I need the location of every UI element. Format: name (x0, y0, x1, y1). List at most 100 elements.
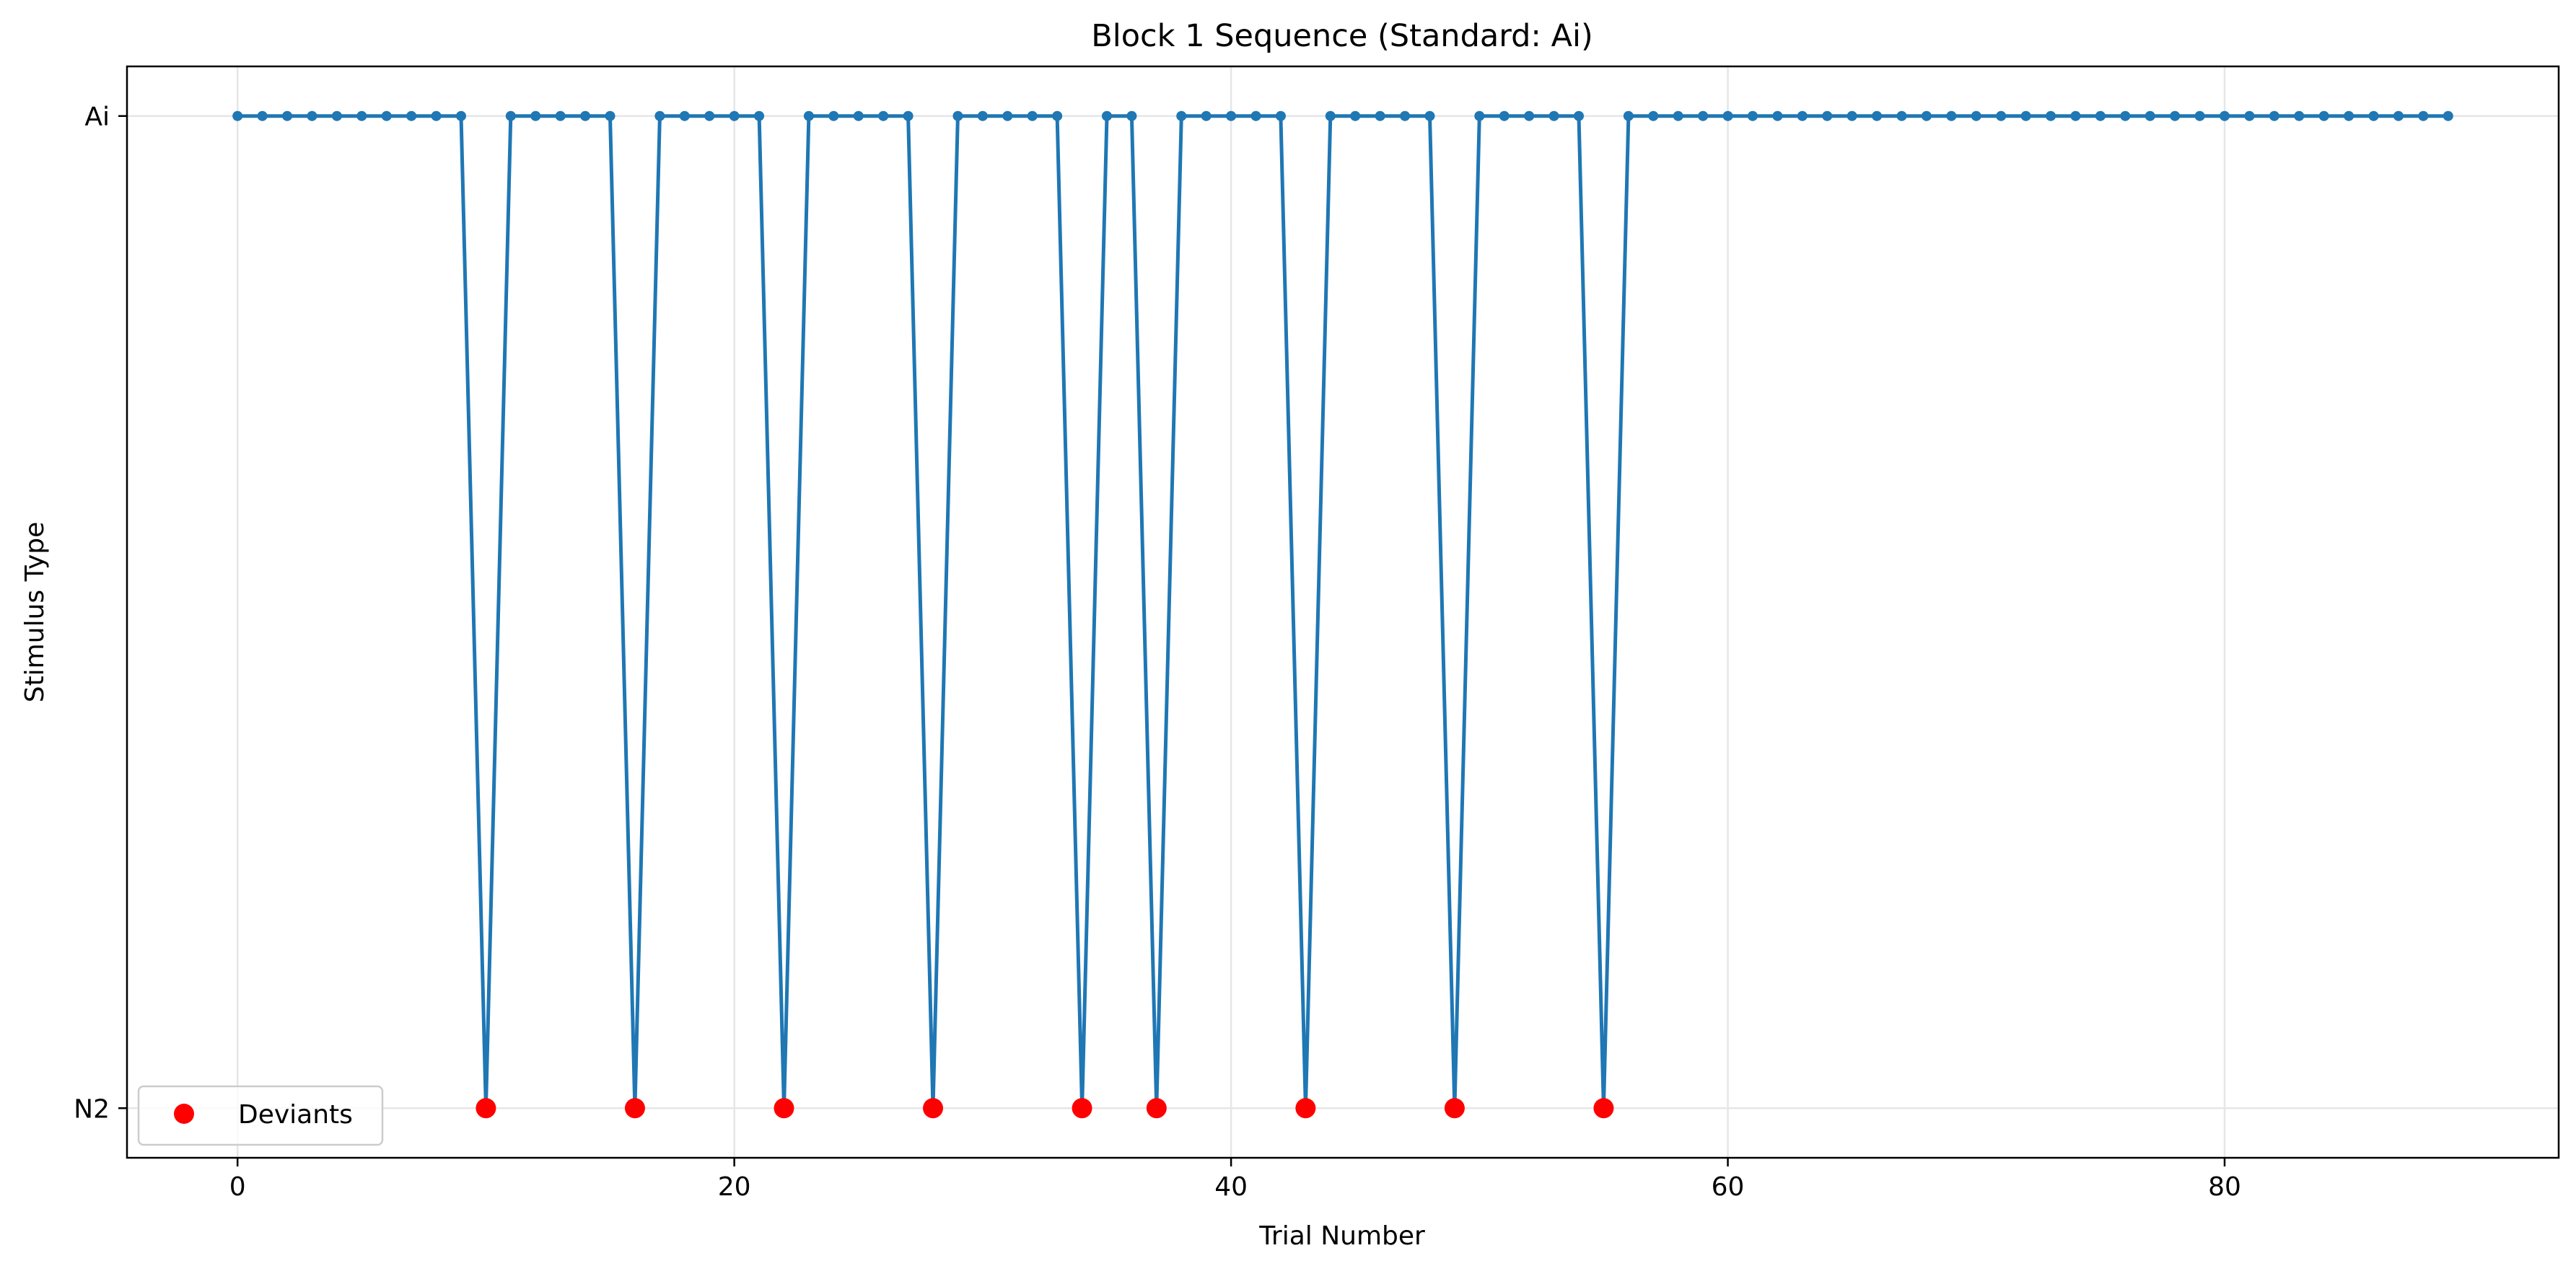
sequence-point (2120, 110, 2131, 121)
sequence-point (1574, 110, 1585, 121)
sequence-point (977, 110, 988, 121)
sequence-point (1872, 110, 1883, 121)
sequence-point (1548, 110, 1559, 121)
sequence-point (1027, 110, 1038, 121)
sequence-point (331, 110, 342, 121)
deviant-point (1444, 1098, 1465, 1119)
sequence-point (1772, 110, 1783, 121)
sequence-point (2220, 110, 2230, 121)
sequence-point (1946, 110, 1957, 121)
sequence-point (1673, 110, 1683, 121)
sequence-point (1797, 110, 1808, 121)
sequence-point (605, 110, 615, 121)
sequence-point (381, 110, 392, 121)
sequence-marker-layer (232, 110, 2453, 1114)
sequence-point (455, 110, 466, 121)
sequence-point (704, 110, 715, 121)
x-tick-label: 20 (718, 1172, 751, 1202)
sequence-point (1921, 110, 1932, 121)
sequence-point (2020, 110, 2031, 121)
sequence-point (1499, 110, 1510, 121)
sequence-point (1126, 110, 1137, 121)
sequence-point (2194, 110, 2205, 121)
legend-frame (137, 1085, 384, 1146)
sequence-point (828, 110, 839, 121)
sequence-point (1325, 110, 1336, 121)
sequence-point (1250, 110, 1261, 121)
deviant-marker-layer (476, 1098, 1614, 1119)
deviant-point (774, 1098, 794, 1119)
deviant-point (1072, 1098, 1092, 1119)
sequence-point (654, 110, 665, 121)
sequence-point (1474, 110, 1485, 121)
sequence-point (878, 110, 889, 121)
x-axis-ticks: 0 20 40 60 80 (229, 1158, 2241, 1202)
legend-label-deviants: Deviants (238, 1100, 353, 1130)
legend: Deviants (137, 1085, 384, 1146)
x-axis-label: Trial Number (1258, 1221, 1425, 1251)
deviant-point (476, 1098, 496, 1119)
sequence-point (530, 110, 541, 121)
sequence-point (2170, 110, 2181, 121)
sequence-point (2145, 110, 2155, 121)
x-tick-label: 0 (229, 1172, 246, 1202)
x-tick-label: 40 (1214, 1172, 1248, 1202)
sequence-point (1698, 110, 1709, 121)
plot-frame (126, 65, 2560, 1159)
sequence-point (1996, 110, 2007, 121)
sequence-point (356, 110, 367, 121)
sequence-point (1350, 110, 1361, 121)
sequence-point (2294, 110, 2305, 121)
sequence-point (232, 110, 243, 121)
sequence-point (2269, 110, 2279, 121)
sequence-point (803, 110, 814, 121)
sequence-point (2443, 110, 2453, 121)
y-tick-label: N2 (74, 1094, 110, 1124)
legend-deviant-marker (174, 1104, 194, 1124)
sequence-point (754, 110, 765, 121)
deviant-point (1295, 1098, 1316, 1119)
sequence-point (505, 110, 516, 121)
x-tick-label: 60 (1712, 1172, 1745, 1202)
deviant-point (1146, 1098, 1167, 1119)
y-tick-label: Ai (84, 102, 110, 132)
sequence-point (307, 110, 317, 121)
sequence-point (1052, 110, 1063, 121)
sequence-point (1648, 110, 1659, 121)
sequence-point (903, 110, 914, 121)
sequence-point (2418, 110, 2429, 121)
x-tick-label: 80 (2208, 1172, 2241, 1202)
sequence-point (729, 110, 740, 121)
sequence-point (1176, 110, 1187, 121)
sequence-point (2344, 110, 2354, 121)
sequence-point (1275, 110, 1286, 121)
sequence-point (1424, 110, 1435, 121)
sequence-point (1846, 110, 1857, 121)
sequence-point (1201, 110, 1212, 121)
sequence-point (679, 110, 690, 121)
chart-title: Block 1 Sequence (Standard: Ai) (1091, 18, 1593, 54)
sequence-point (1747, 110, 1758, 121)
sequence-point (853, 110, 864, 121)
sequence-point (2368, 110, 2379, 121)
sequence-point (1375, 110, 1385, 121)
y-axis-label: Stimulus Type (20, 522, 50, 703)
sequence-point (1623, 110, 1634, 121)
sequence-point (2046, 110, 2056, 121)
sequence-point (1971, 110, 1981, 121)
sequence-point (1226, 110, 1237, 121)
sequence-point (1400, 110, 1411, 121)
sequence-point (282, 110, 293, 121)
deviant-point (1593, 1098, 1614, 1119)
sequence-point (555, 110, 566, 121)
deviant-point (624, 1098, 645, 1119)
sequence-point (1896, 110, 1907, 121)
sequence-point (1524, 110, 1535, 121)
sequence-point (431, 110, 442, 121)
sequence-point (580, 110, 591, 121)
sequence-point (1722, 110, 1733, 121)
y-axis-ticks: Ai N2 (74, 102, 127, 1124)
deviant-point (923, 1098, 944, 1119)
